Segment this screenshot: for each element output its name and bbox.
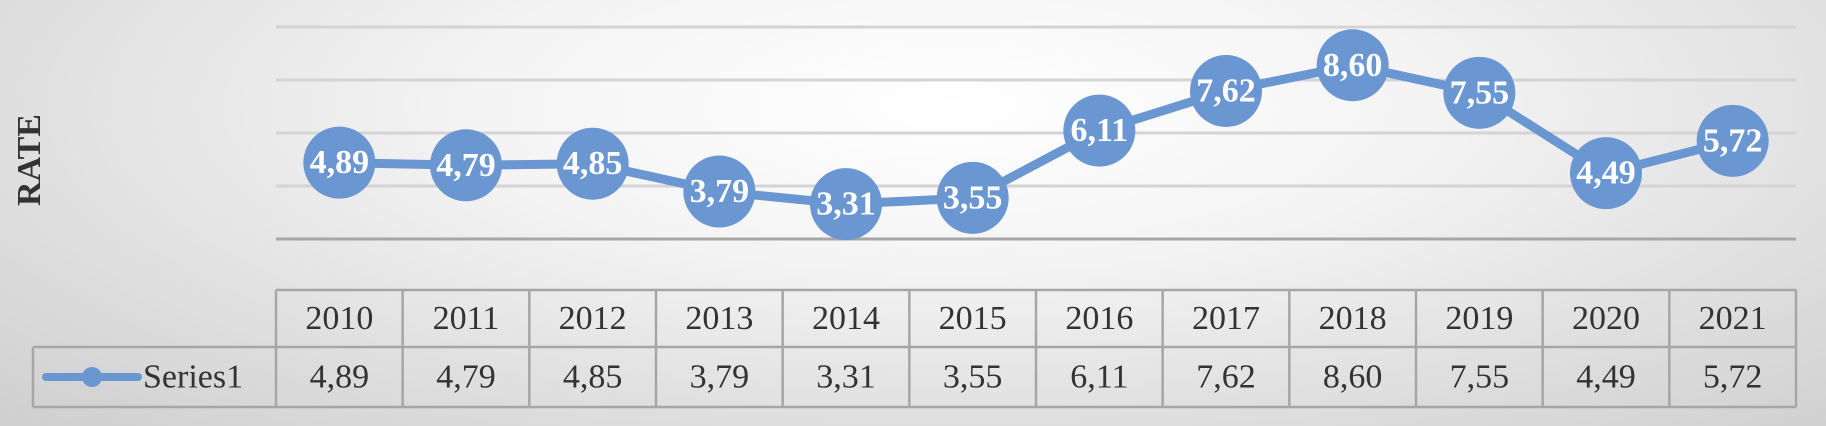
data-point <box>1443 56 1516 129</box>
data-label: 4,89 <box>310 144 370 181</box>
data-label: 3,79 <box>690 173 750 210</box>
table-value: 3,79 <box>690 359 750 396</box>
data-point <box>683 155 756 228</box>
data-point <box>430 129 502 202</box>
series-line <box>334 60 1738 209</box>
table-category-label: 2015 <box>939 300 1007 337</box>
table-category-label: 2013 <box>685 300 753 337</box>
data-point <box>1063 94 1136 167</box>
table-value: 6,11 <box>1070 359 1128 396</box>
data-label: 4,85 <box>563 145 623 182</box>
data-table: 2010 4,89 2011 4,79 2012 4,85 2013 3,79 2014 3,31… <box>31 288 1798 409</box>
table-value: 8,60 <box>1323 359 1383 396</box>
data-point <box>810 168 882 241</box>
data-label: 6,11 <box>1071 112 1129 149</box>
data-label: 4,79 <box>436 147 496 184</box>
data-label: 7,55 <box>1450 74 1510 111</box>
data-label: 8,60 <box>1323 47 1383 84</box>
table-value: 5,72 <box>1703 359 1763 396</box>
table-category-label: 2010 <box>305 300 373 337</box>
data-point <box>1696 104 1769 177</box>
data-label: 3,55 <box>943 179 1003 216</box>
table-category-label: 2019 <box>1445 300 1513 337</box>
data-label: 7,62 <box>1196 72 1256 109</box>
data-point <box>303 126 376 199</box>
table-value: 3,31 <box>816 359 876 396</box>
data-point <box>1190 54 1262 127</box>
table-category-label: 2021 <box>1699 300 1767 337</box>
table-category-label: 2017 <box>1192 300 1260 337</box>
series-line-group <box>334 60 1738 209</box>
data-markers: 4,89 4,79 4,85 3,79 3,31 3,55 6,11 7,62 8,60 7,55… <box>303 29 1769 241</box>
data-point <box>936 161 1009 234</box>
table-value: 4,85 <box>563 359 623 396</box>
data-label: 4,49 <box>1576 155 1636 192</box>
gridlines <box>276 25 1796 241</box>
table-value: 4,89 <box>310 359 370 396</box>
table-value: 7,62 <box>1196 359 1256 396</box>
table-category-label: 2014 <box>812 300 880 337</box>
table-category-label: 2016 <box>1065 300 1133 337</box>
table-value: 4,49 <box>1576 359 1636 396</box>
table-value: 4,79 <box>436 359 496 396</box>
data-label: 3,31 <box>816 186 876 223</box>
table-category-label: 2012 <box>559 300 627 337</box>
table-value: 7,55 <box>1450 359 1510 396</box>
table-category-label: 2011 <box>433 300 500 337</box>
legend-series-name: Series1 <box>143 359 243 396</box>
data-label: 5,72 <box>1703 122 1763 159</box>
legend-marker <box>82 367 102 387</box>
table-value: 3,55 <box>943 359 1003 396</box>
data-point <box>1570 137 1642 210</box>
y-axis-label: RATE <box>11 114 48 206</box>
data-point <box>1316 29 1389 102</box>
table-category-label: 2018 <box>1319 300 1387 337</box>
table-category-label: 2020 <box>1572 300 1640 337</box>
data-point <box>556 127 629 200</box>
